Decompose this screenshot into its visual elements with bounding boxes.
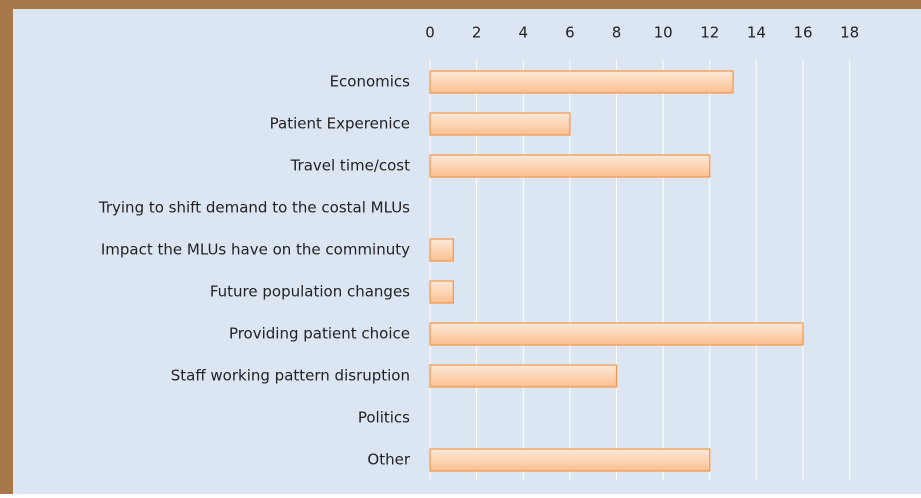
bar: [429, 448, 711, 472]
x-tick-label: 10: [654, 24, 673, 42]
y-tick-label: Economics: [330, 73, 411, 91]
y-tick-label: Trying to shift demand to the costal MLU…: [98, 199, 410, 217]
bar: [429, 280, 454, 304]
x-tick-label: 2: [472, 24, 482, 42]
bar: [429, 154, 711, 178]
x-tick-label: 4: [518, 24, 528, 42]
y-tick-label: Providing patient choice: [229, 325, 410, 343]
x-tick-label: 18: [840, 24, 859, 42]
y-tick-label: Travel time/cost: [290, 157, 411, 175]
bar: [429, 238, 454, 262]
y-tick-label: Other: [367, 451, 410, 469]
x-tick-label: 16: [794, 24, 813, 42]
bar: [429, 112, 571, 136]
frame-top: [0, 0, 921, 9]
x-tick-label: 14: [747, 24, 766, 42]
y-tick-label: Impact the MLUs have on the comminuty: [101, 241, 410, 259]
y-tick-label: Staff working pattern disruption: [171, 367, 410, 385]
x-tick-label: 0: [425, 24, 435, 42]
y-tick-label: Future population changes: [210, 283, 410, 301]
x-tick-label: 6: [565, 24, 575, 42]
frame-left: [0, 0, 13, 494]
x-tick-label: 12: [700, 24, 719, 42]
bar: [429, 70, 734, 94]
bar: [429, 364, 618, 388]
x-tick-label: 8: [612, 24, 622, 42]
y-tick-label: Patient Experenice: [270, 115, 410, 133]
y-tick-label: Politics: [358, 409, 410, 427]
bar: [429, 322, 804, 346]
